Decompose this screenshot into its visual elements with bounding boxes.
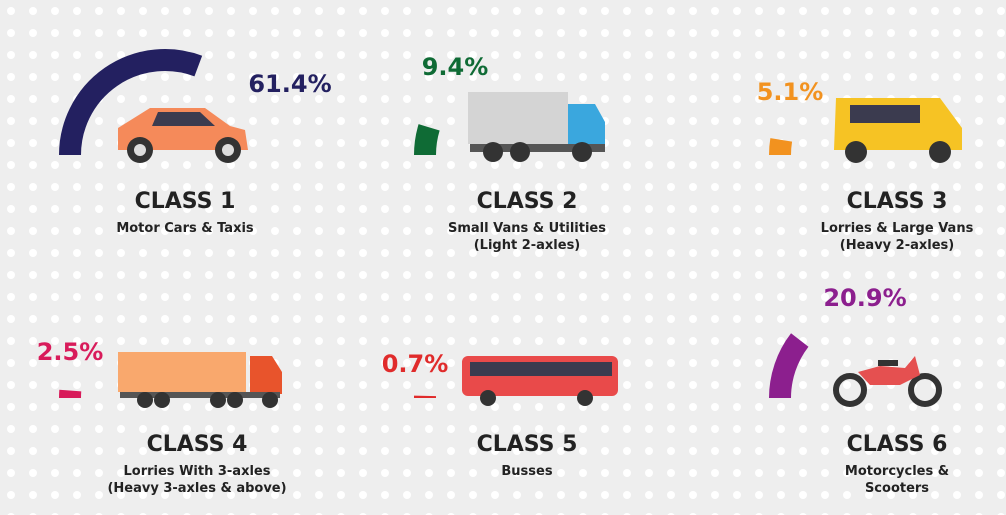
value-label: 2.5%: [37, 338, 104, 366]
value-label: 61.4%: [248, 70, 331, 98]
gauge-arc: [780, 140, 781, 155]
value-label: 0.7%: [382, 350, 449, 378]
class-description: Motor Cars & Taxis: [116, 221, 254, 236]
class-title: CLASS 4: [147, 432, 248, 457]
class-title: CLASS 1: [135, 189, 236, 214]
value-label: 5.1%: [757, 78, 824, 106]
class-description: Scooters: [865, 481, 929, 496]
class-title: CLASS 3: [847, 189, 948, 214]
class-description: Small Vans & Utilities: [448, 221, 606, 236]
value-label: 20.9%: [823, 284, 906, 312]
class-description: (Light 2-axles): [474, 238, 581, 253]
class-title: CLASS 5: [477, 432, 578, 457]
class-description: Lorries With 3-axles: [124, 464, 271, 479]
infographic: 61.4% CLASS 1 Motor Cars & Taxis 9.4% CLASS …: [0, 0, 1006, 515]
gauge-arc: [425, 127, 429, 155]
class-description: (Heavy 3-axles & above): [107, 481, 286, 496]
value-label: 9.4%: [422, 53, 489, 81]
class-title: CLASS 2: [477, 189, 578, 214]
class-description: Lorries & Large Vans: [821, 221, 974, 236]
class-description: (Heavy 2-axles): [840, 238, 954, 253]
class-description: Busses: [501, 464, 552, 479]
class-title: CLASS 6: [847, 432, 948, 457]
class-description: Motorcycles &: [845, 464, 949, 479]
